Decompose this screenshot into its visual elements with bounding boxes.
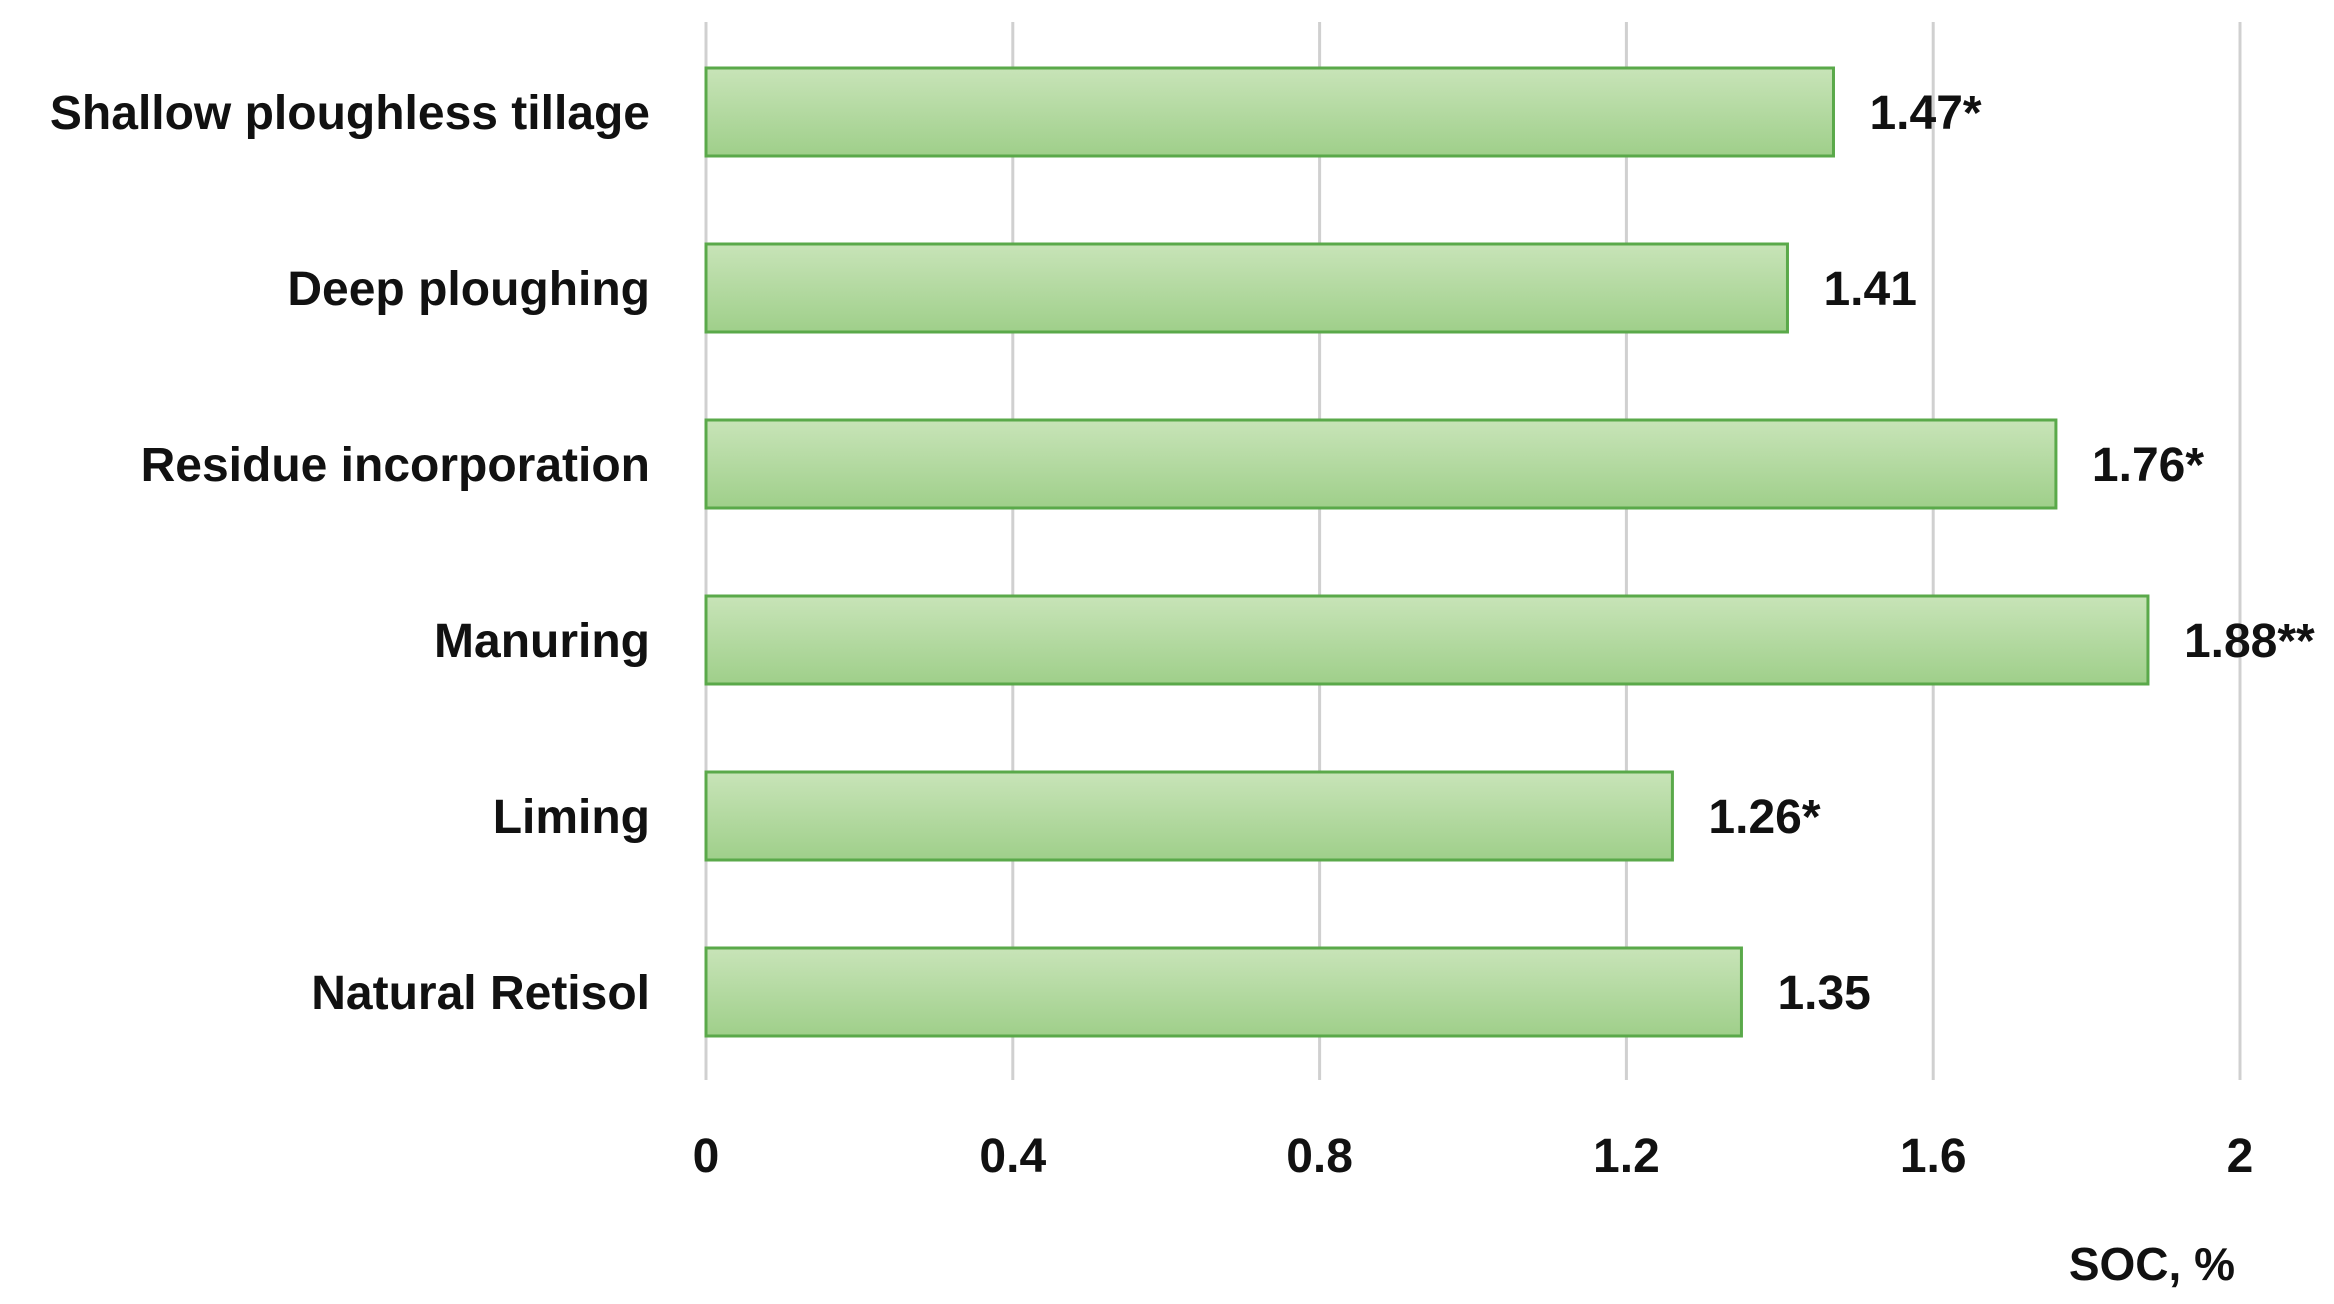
x-tick-label-4: 1.6	[1900, 1130, 1967, 1183]
x-tick-label-5: 2	[2227, 1130, 2254, 1183]
x-tick-label-3: 1.2	[1593, 1130, 1660, 1183]
x-tick-labels: 0 0.4 0.8 1.2 1.6 2	[693, 1130, 2254, 1183]
gridlines	[704, 22, 2242, 1080]
x-tick-label-0: 0	[693, 1130, 720, 1183]
x-tick-label-2: 0.8	[1286, 1130, 1353, 1183]
category-label-0: Shallow ploughless tillage	[50, 87, 650, 140]
category-labels: Shallow ploughless tillage Deep ploughing…	[50, 87, 650, 1020]
data-label-4: 1.26*	[1708, 791, 1820, 844]
category-label-1: Deep ploughing	[287, 263, 650, 316]
data-label-1: 1.41	[1823, 263, 1916, 316]
category-label-3: Manuring	[434, 615, 650, 668]
x-tick-label-1: 0.4	[979, 1130, 1046, 1183]
category-label-2: Residue incorporation	[141, 439, 650, 492]
x-axis-title: SOC, %	[2069, 1238, 2235, 1290]
bar-3	[704, 594, 2150, 686]
bar-1	[704, 242, 1789, 334]
data-label-2: 1.76*	[2092, 439, 2204, 492]
category-label-4: Liming	[493, 791, 650, 844]
bar-2	[704, 418, 2058, 510]
data-label-3: 1.88**	[2184, 615, 2315, 668]
category-label-5: Natural Retisol	[311, 967, 650, 1020]
data-label-0: 1.47*	[1869, 87, 1981, 140]
bar-0	[704, 66, 1835, 158]
bars	[704, 66, 2150, 1038]
data-label-5: 1.35	[1777, 967, 1870, 1020]
bar-5	[704, 946, 1743, 1038]
data-labels: 1.47* 1.41 1.76* 1.88** 1.26* 1.35	[1708, 87, 2315, 1020]
bar-4	[704, 770, 1674, 862]
